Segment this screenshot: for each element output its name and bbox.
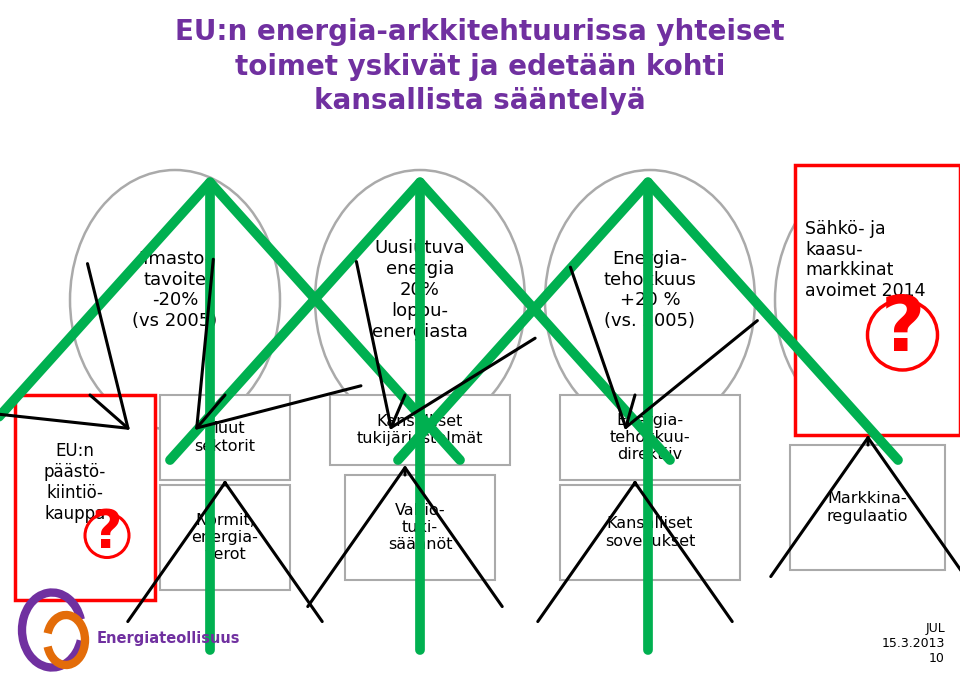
Text: Energia-
tehokkuus
+20 %
(vs. 2005): Energia- tehokkuus +20 % (vs. 2005) [604, 250, 696, 330]
Text: Energia-
tehokkuu-
direktiiv: Energia- tehokkuu- direktiiv [610, 413, 690, 462]
Bar [795, 165, 960, 435]
Text: Sähkö- ja
kaasu-
markkinat
avoimet 2014: Sähkö- ja kaasu- markkinat avoimet 2014 [805, 220, 925, 300]
Text: ?: ? [880, 293, 924, 367]
Text: Normit,
energia-
verot: Normit, energia- verot [192, 513, 258, 562]
Bar [160, 485, 290, 590]
Bar [345, 475, 495, 580]
Bar [560, 485, 740, 580]
Text: Uusiutuva
energia
20%
loppu-
energiasta: Uusiutuva energia 20% loppu- energiasta [372, 239, 468, 341]
Text: Kansalliset
sovellukset: Kansalliset sovellukset [605, 516, 695, 549]
Text: Valtio-
tuki-
säännöt: Valtio- tuki- säännöt [388, 503, 452, 552]
Text: Markkina-
regulaatio: Markkina- regulaatio [827, 491, 908, 524]
Bar [160, 395, 290, 480]
Bar [560, 395, 740, 480]
Text: Muut
sektorit: Muut sektorit [195, 422, 255, 454]
Text: Energiateollisuus: Energiateollisuus [97, 630, 241, 645]
Text: Ilmasto-
tavoite
-20%
(vs 2005): Ilmasto- tavoite -20% (vs 2005) [132, 250, 218, 330]
Text: EU:n
päästö-
kiintiö-
kauppa: EU:n päästö- kiintiö- kauppa [44, 442, 107, 523]
Bar [330, 395, 510, 465]
Bar [15, 395, 155, 600]
Text: EU:n energia-arkkitehtuurissa yhteiset
toimet yskivät ja edetään kohti
kansallis: EU:n energia-arkkitehtuurissa yhteiset t… [175, 18, 785, 115]
Bar [790, 445, 945, 570]
Text: JUL
15.3.2013
10: JUL 15.3.2013 10 [881, 622, 945, 665]
Text: ?: ? [92, 507, 122, 558]
Text: Kansalliset
tukijärjestelmät: Kansalliset tukijärjestelmät [357, 414, 483, 446]
